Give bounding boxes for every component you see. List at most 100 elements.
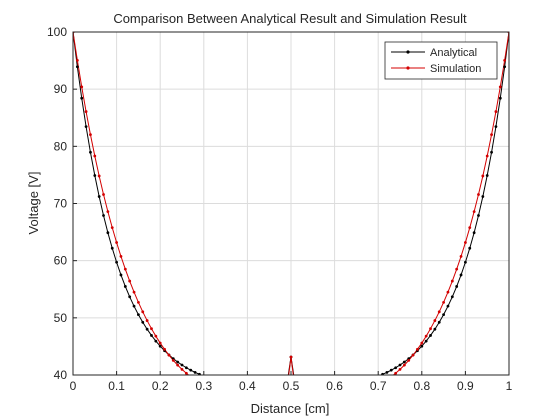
- chart-title: Comparison Between Analytical Result and…: [113, 11, 467, 26]
- data-point-simulation: [472, 210, 476, 214]
- data-point-analytical: [398, 363, 402, 367]
- data-point-analytical: [184, 366, 188, 370]
- y-tick-label: 50: [54, 311, 68, 325]
- data-point-analytical: [93, 174, 97, 177]
- legend-entries: Analytical Simulation: [391, 47, 481, 75]
- y-axis-label: Voltage [V]: [26, 172, 41, 235]
- legend-label-simulation: Simulation: [430, 63, 481, 75]
- data-point-analytical: [498, 96, 502, 100]
- data-point-simulation: [394, 371, 398, 375]
- data-point-analytical: [193, 370, 197, 374]
- data-point-simulation: [132, 290, 136, 294]
- data-point-simulation: [477, 193, 480, 196]
- data-point-analytical: [420, 344, 424, 348]
- data-point-simulation: [128, 279, 132, 283]
- x-tick-label: 0: [70, 379, 77, 393]
- data-point-simulation: [110, 226, 114, 230]
- data-point-analytical: [490, 150, 493, 154]
- data-point-simulation: [485, 154, 489, 158]
- x-tick-label: 0.9: [457, 379, 474, 393]
- data-point-simulation: [420, 341, 424, 345]
- x-tick-label: 0.6: [326, 379, 343, 393]
- data-point-analytical: [394, 366, 398, 370]
- data-point-analytical: [128, 295, 132, 299]
- data-point-analytical: [154, 339, 158, 343]
- data-point-analytical: [75, 65, 79, 69]
- data-point-analytical: [132, 304, 136, 308]
- data-point-simulation: [407, 358, 411, 362]
- data-point-simulation: [180, 368, 184, 371]
- data-point-analytical: [429, 334, 432, 337]
- data-point-analytical: [481, 195, 485, 198]
- data-point-simulation: [411, 353, 415, 357]
- data-point-analytical: [176, 360, 180, 364]
- data-point-simulation: [97, 174, 101, 178]
- data-point-simulation: [163, 347, 166, 351]
- data-point-simulation: [464, 241, 467, 244]
- data-point-simulation: [184, 371, 188, 375]
- grid-lines: [73, 32, 509, 375]
- y-tick-label: 80: [54, 139, 68, 153]
- data-point-simulation: [137, 300, 140, 304]
- x-axis-label: Distance [cm]: [251, 401, 330, 416]
- data-point-analytical: [80, 96, 84, 100]
- data-point-simulation: [176, 363, 180, 367]
- data-point-analytical: [198, 372, 201, 375]
- data-point-analytical: [389, 368, 393, 372]
- data-point-simulation: [119, 254, 123, 258]
- x-tick-label: 0.3: [195, 379, 212, 393]
- data-point-simulation: [398, 368, 402, 371]
- data-point-simulation: [115, 241, 118, 244]
- data-point-simulation: [80, 85, 84, 89]
- data-point-simulation: [446, 290, 450, 294]
- data-point-simulation: [455, 267, 459, 271]
- data-point-simulation: [93, 154, 97, 158]
- data-point-simulation: [468, 226, 472, 230]
- data-point-simulation: [437, 310, 441, 314]
- data-point-analytical: [89, 150, 92, 154]
- data-point-analytical: [472, 231, 476, 235]
- y-tick-label: 90: [54, 82, 68, 96]
- data-point-simulation: [459, 254, 463, 258]
- x-tick-label: 0.7: [370, 379, 387, 393]
- data-point-analytical: [189, 368, 193, 372]
- data-point-simulation: [167, 353, 171, 357]
- data-point-analytical: [102, 214, 105, 217]
- data-point-simulation: [106, 210, 110, 214]
- y-tick-label: 40: [54, 368, 68, 382]
- data-point-analytical: [402, 360, 406, 364]
- data-point-analytical: [141, 320, 145, 324]
- legend-marker-simulation: [406, 66, 410, 70]
- data-point-simulation: [424, 334, 428, 338]
- x-tick-label: 0.4: [239, 379, 256, 393]
- x-tick-label: 0.1: [108, 379, 125, 393]
- data-point-simulation: [102, 193, 105, 196]
- data-point-analytical: [503, 65, 507, 69]
- data-point-analytical: [150, 334, 153, 337]
- data-point-simulation: [481, 174, 485, 178]
- data-point-analytical: [446, 304, 450, 308]
- x-tick-label: 0.8: [413, 379, 430, 393]
- y-tick-label: 70: [54, 197, 68, 211]
- data-point-analytical: [459, 273, 463, 277]
- data-point-analytical: [84, 125, 88, 129]
- data-point-simulation: [89, 133, 92, 137]
- data-point-simulation: [402, 363, 406, 367]
- data-point-analytical: [485, 174, 489, 177]
- data-point-simulation: [289, 355, 293, 359]
- data-point-analytical: [424, 339, 428, 343]
- data-point-simulation: [416, 347, 419, 351]
- legend[interactable]: Analytical Simulation: [384, 41, 498, 80]
- data-point-simulation: [450, 279, 454, 283]
- data-point-analytical: [455, 285, 459, 288]
- data-point-analytical: [145, 327, 149, 331]
- data-point-analytical: [97, 195, 101, 198]
- y-axis-ticks: 40 50 60 70 80 90 100: [47, 25, 77, 382]
- data-point-analytical: [433, 327, 437, 331]
- data-point-simulation: [494, 110, 498, 113]
- data-point-analytical: [385, 370, 389, 374]
- data-point-simulation: [75, 58, 79, 62]
- data-point-simulation: [490, 133, 493, 137]
- data-point-analytical: [180, 363, 184, 367]
